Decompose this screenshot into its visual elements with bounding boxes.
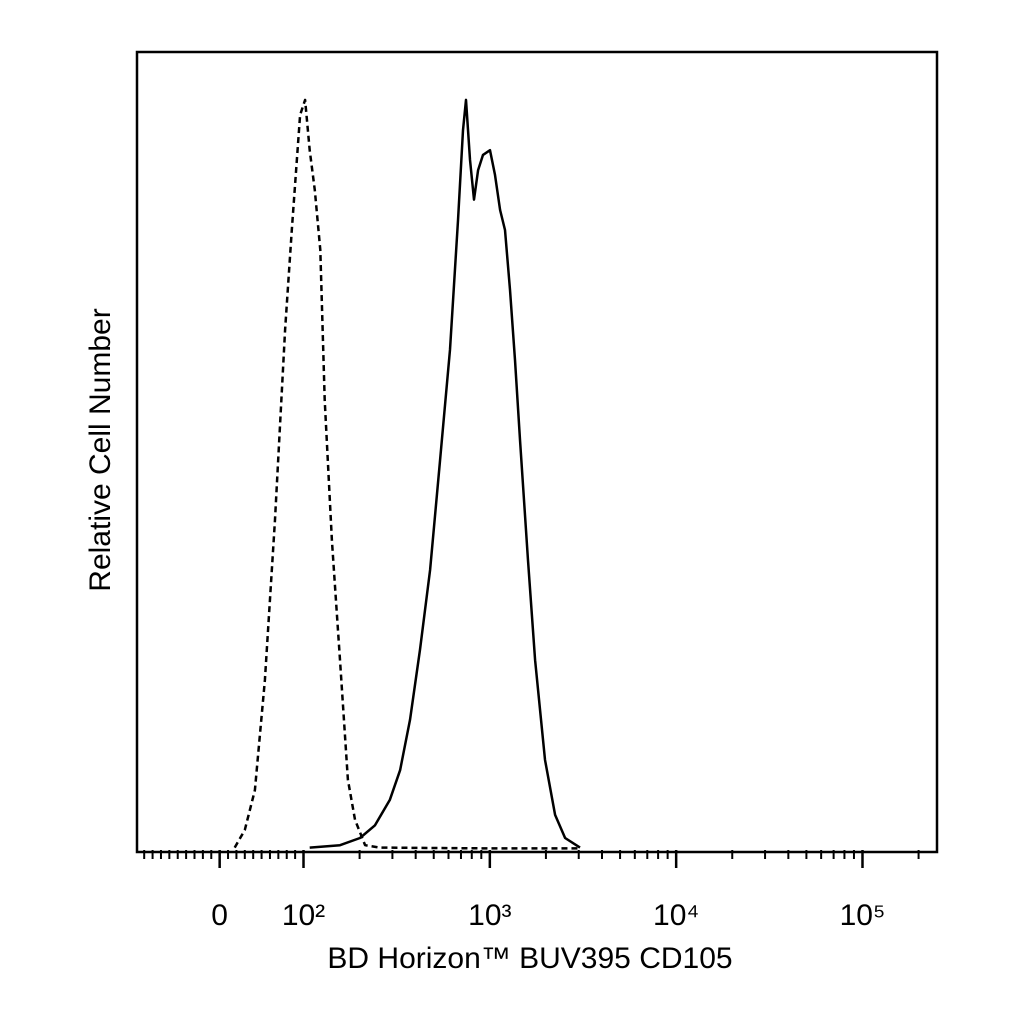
x-tick-label: 0 bbox=[211, 899, 228, 932]
x-axis-label: BD Horizon™ BUV395 CD105 bbox=[327, 942, 732, 975]
y-axis-label: Relative Cell Number bbox=[84, 308, 117, 591]
x-tick-label: 10⁵ bbox=[840, 899, 886, 932]
plot-frame bbox=[135, 50, 939, 854]
histogram-line bbox=[309, 98, 581, 849]
x-tick-label: 10³ bbox=[468, 899, 511, 932]
x-tick-label: 10² bbox=[282, 899, 325, 932]
x-tick-label: 10⁴ bbox=[653, 899, 699, 932]
